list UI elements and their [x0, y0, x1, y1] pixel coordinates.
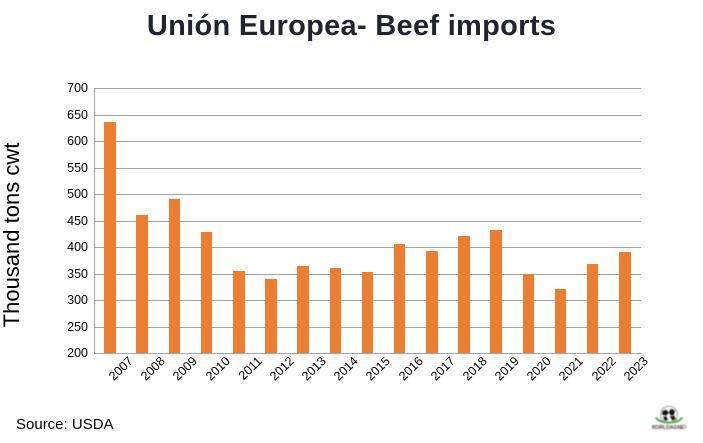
svg-text:WORLDAGNET: WORLDAGNET — [652, 425, 686, 431]
